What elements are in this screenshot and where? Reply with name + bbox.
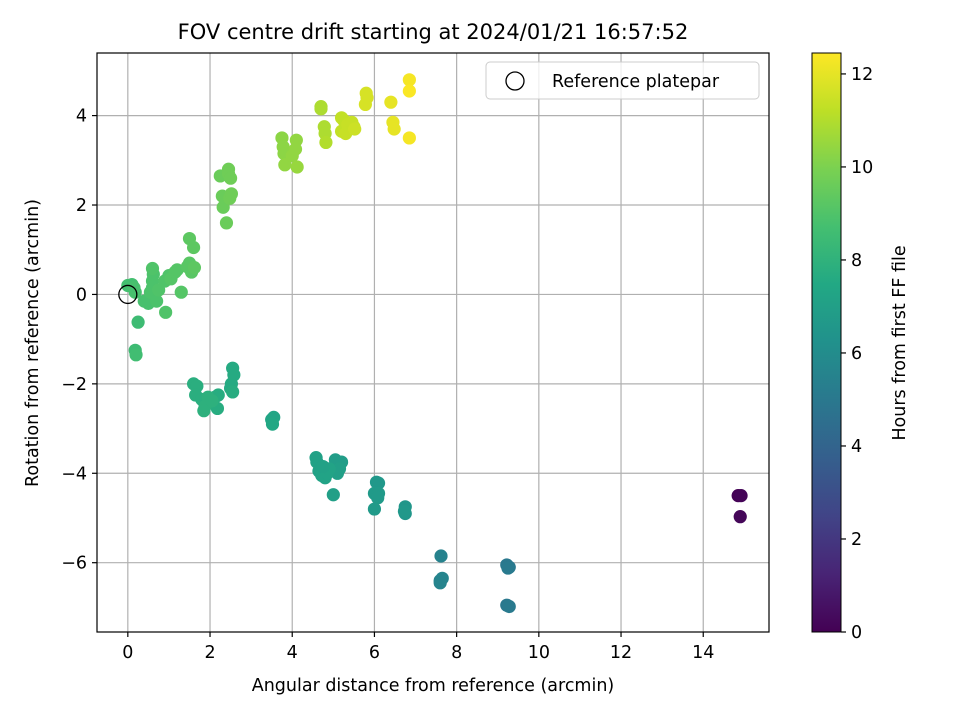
scatter-point	[319, 135, 333, 150]
y-tick-label: 4	[76, 107, 87, 127]
y-tick-label: −4	[61, 464, 87, 484]
colorbar-label: Hours from first FF file	[890, 245, 910, 440]
scatter-point	[358, 97, 372, 112]
scatter-point	[278, 158, 292, 172]
x-axis-ticks: 0 2 4 6 8 10 12 14	[122, 632, 714, 663]
scatter-point	[174, 285, 188, 299]
scatter-point	[316, 459, 330, 474]
scatter-point	[129, 348, 143, 362]
colorbar-tick-label: 0	[851, 623, 862, 643]
x-axis-label: Angular distance from reference (arcmin)	[252, 676, 615, 696]
y-tick-label: −6	[61, 554, 87, 574]
scatter-point	[265, 417, 280, 431]
scatter-point	[402, 131, 416, 145]
x-tick-label: 6	[369, 643, 380, 663]
colorbar-tick-label: 2	[851, 530, 862, 550]
scatter-point	[734, 489, 748, 503]
x-tick-label: 4	[287, 643, 298, 663]
scatter-point	[226, 385, 240, 399]
x-tick-label: 0	[122, 643, 133, 663]
legend: Reference platepar	[485, 61, 760, 100]
scatter-point	[170, 263, 184, 277]
scatter-point	[434, 549, 448, 563]
scatter-point	[733, 510, 747, 524]
scatter-point	[501, 561, 515, 575]
scatter-point	[219, 216, 234, 230]
scatter-point	[371, 491, 385, 505]
scatter-point	[224, 187, 238, 201]
reference-platepar-marker	[118, 284, 138, 305]
scatter-point	[159, 305, 173, 319]
x-tick-label: 8	[451, 643, 462, 663]
scatter-point	[433, 576, 447, 590]
scatter-point	[288, 142, 303, 156]
legend-label: Reference platepar	[552, 72, 720, 92]
scatter-point	[367, 502, 382, 516]
grid-lines	[97, 53, 769, 632]
scatter-point	[402, 84, 416, 98]
scatter-point	[314, 102, 328, 116]
y-tick-label: 2	[76, 196, 87, 216]
scatter-point	[387, 122, 401, 136]
scatter-point	[397, 504, 412, 518]
colorbar-tick-label: 8	[851, 251, 862, 271]
scatter-point	[502, 599, 516, 614]
scatter-points	[121, 73, 748, 614]
scatter-point	[197, 404, 211, 418]
scatter-point	[223, 171, 238, 185]
scatter-point	[131, 315, 145, 329]
plot-frame	[96, 52, 770, 633]
scatter-point	[145, 261, 160, 276]
y-tick-label: 0	[76, 285, 87, 305]
scatter-point	[205, 394, 219, 408]
y-axis-ticks: −6 −4 −2 0 2 4	[61, 107, 97, 574]
scatter-point	[186, 240, 201, 255]
scatter-point	[371, 476, 386, 490]
x-tick-label: 2	[204, 643, 215, 663]
y-axis-label: Rotation from reference (arcmin)	[23, 199, 43, 487]
legend-box	[485, 61, 760, 100]
scatter-point	[290, 160, 304, 174]
colorbar-tick-label: 12	[851, 65, 873, 85]
legend-marker	[505, 71, 525, 91]
y-tick-label: −2	[61, 375, 87, 395]
colorbar-tick-label: 6	[851, 344, 862, 364]
x-tick-label: 10	[528, 643, 550, 663]
x-tick-label: 12	[610, 643, 632, 663]
scatter-point	[149, 294, 164, 308]
scatter-point	[187, 261, 202, 275]
scatter-point	[348, 122, 362, 136]
scatter-point	[128, 285, 142, 299]
scatter-point	[384, 95, 398, 109]
colorbar-tick-label: 10	[851, 158, 873, 178]
scatter-point	[326, 488, 340, 502]
chart-title: FOV centre drift starting at 2024/01/21 …	[178, 20, 689, 44]
scatter-point	[402, 73, 416, 87]
x-tick-label: 14	[692, 643, 714, 663]
colorbar	[811, 52, 842, 633]
colorbar-tick-label: 4	[851, 437, 862, 457]
colorbar-ticks: 0 2 4 6 8 10 12	[841, 65, 873, 643]
